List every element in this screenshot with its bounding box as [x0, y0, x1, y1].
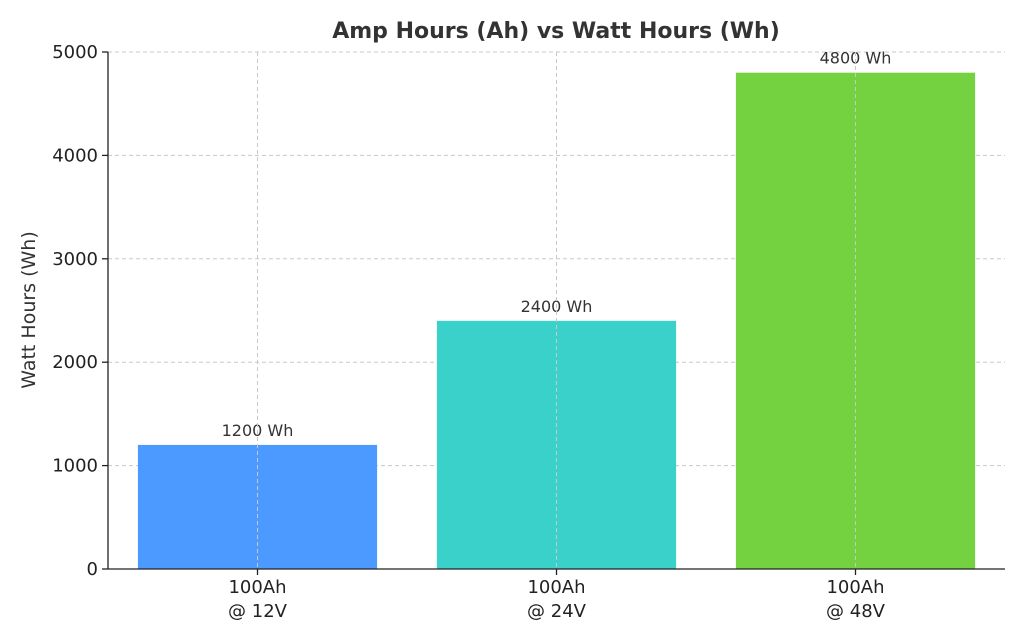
y-axis-label: Watt Hours (Wh)	[18, 231, 40, 389]
chart-title: Amp Hours (Ah) vs Watt Hours (Wh)	[332, 19, 780, 44]
x-ticks: 100Ah @ 12V 100Ah @ 24V 100Ah @ 48V	[228, 569, 886, 622]
y-tick-label: 4000	[52, 145, 98, 166]
y-tick-label: 1000	[52, 456, 98, 477]
y-ticks: 0 1000 2000 3000 4000 5000	[52, 42, 108, 580]
x-tick-label: @ 12V	[228, 601, 288, 622]
x-tick-label: @ 48V	[826, 601, 886, 622]
bar-value-label: 4800 Wh	[820, 49, 892, 68]
y-tick-label: 0	[87, 559, 98, 580]
y-tick-label: 5000	[52, 42, 98, 63]
x-tick-label: 100Ah	[826, 577, 884, 598]
y-tick-label: 2000	[52, 352, 98, 373]
y-tick-label: 3000	[52, 249, 98, 270]
x-tick-label: 100Ah	[527, 577, 585, 598]
x-tick-label: 100Ah	[228, 577, 286, 598]
x-tick-label: @ 24V	[527, 601, 587, 622]
